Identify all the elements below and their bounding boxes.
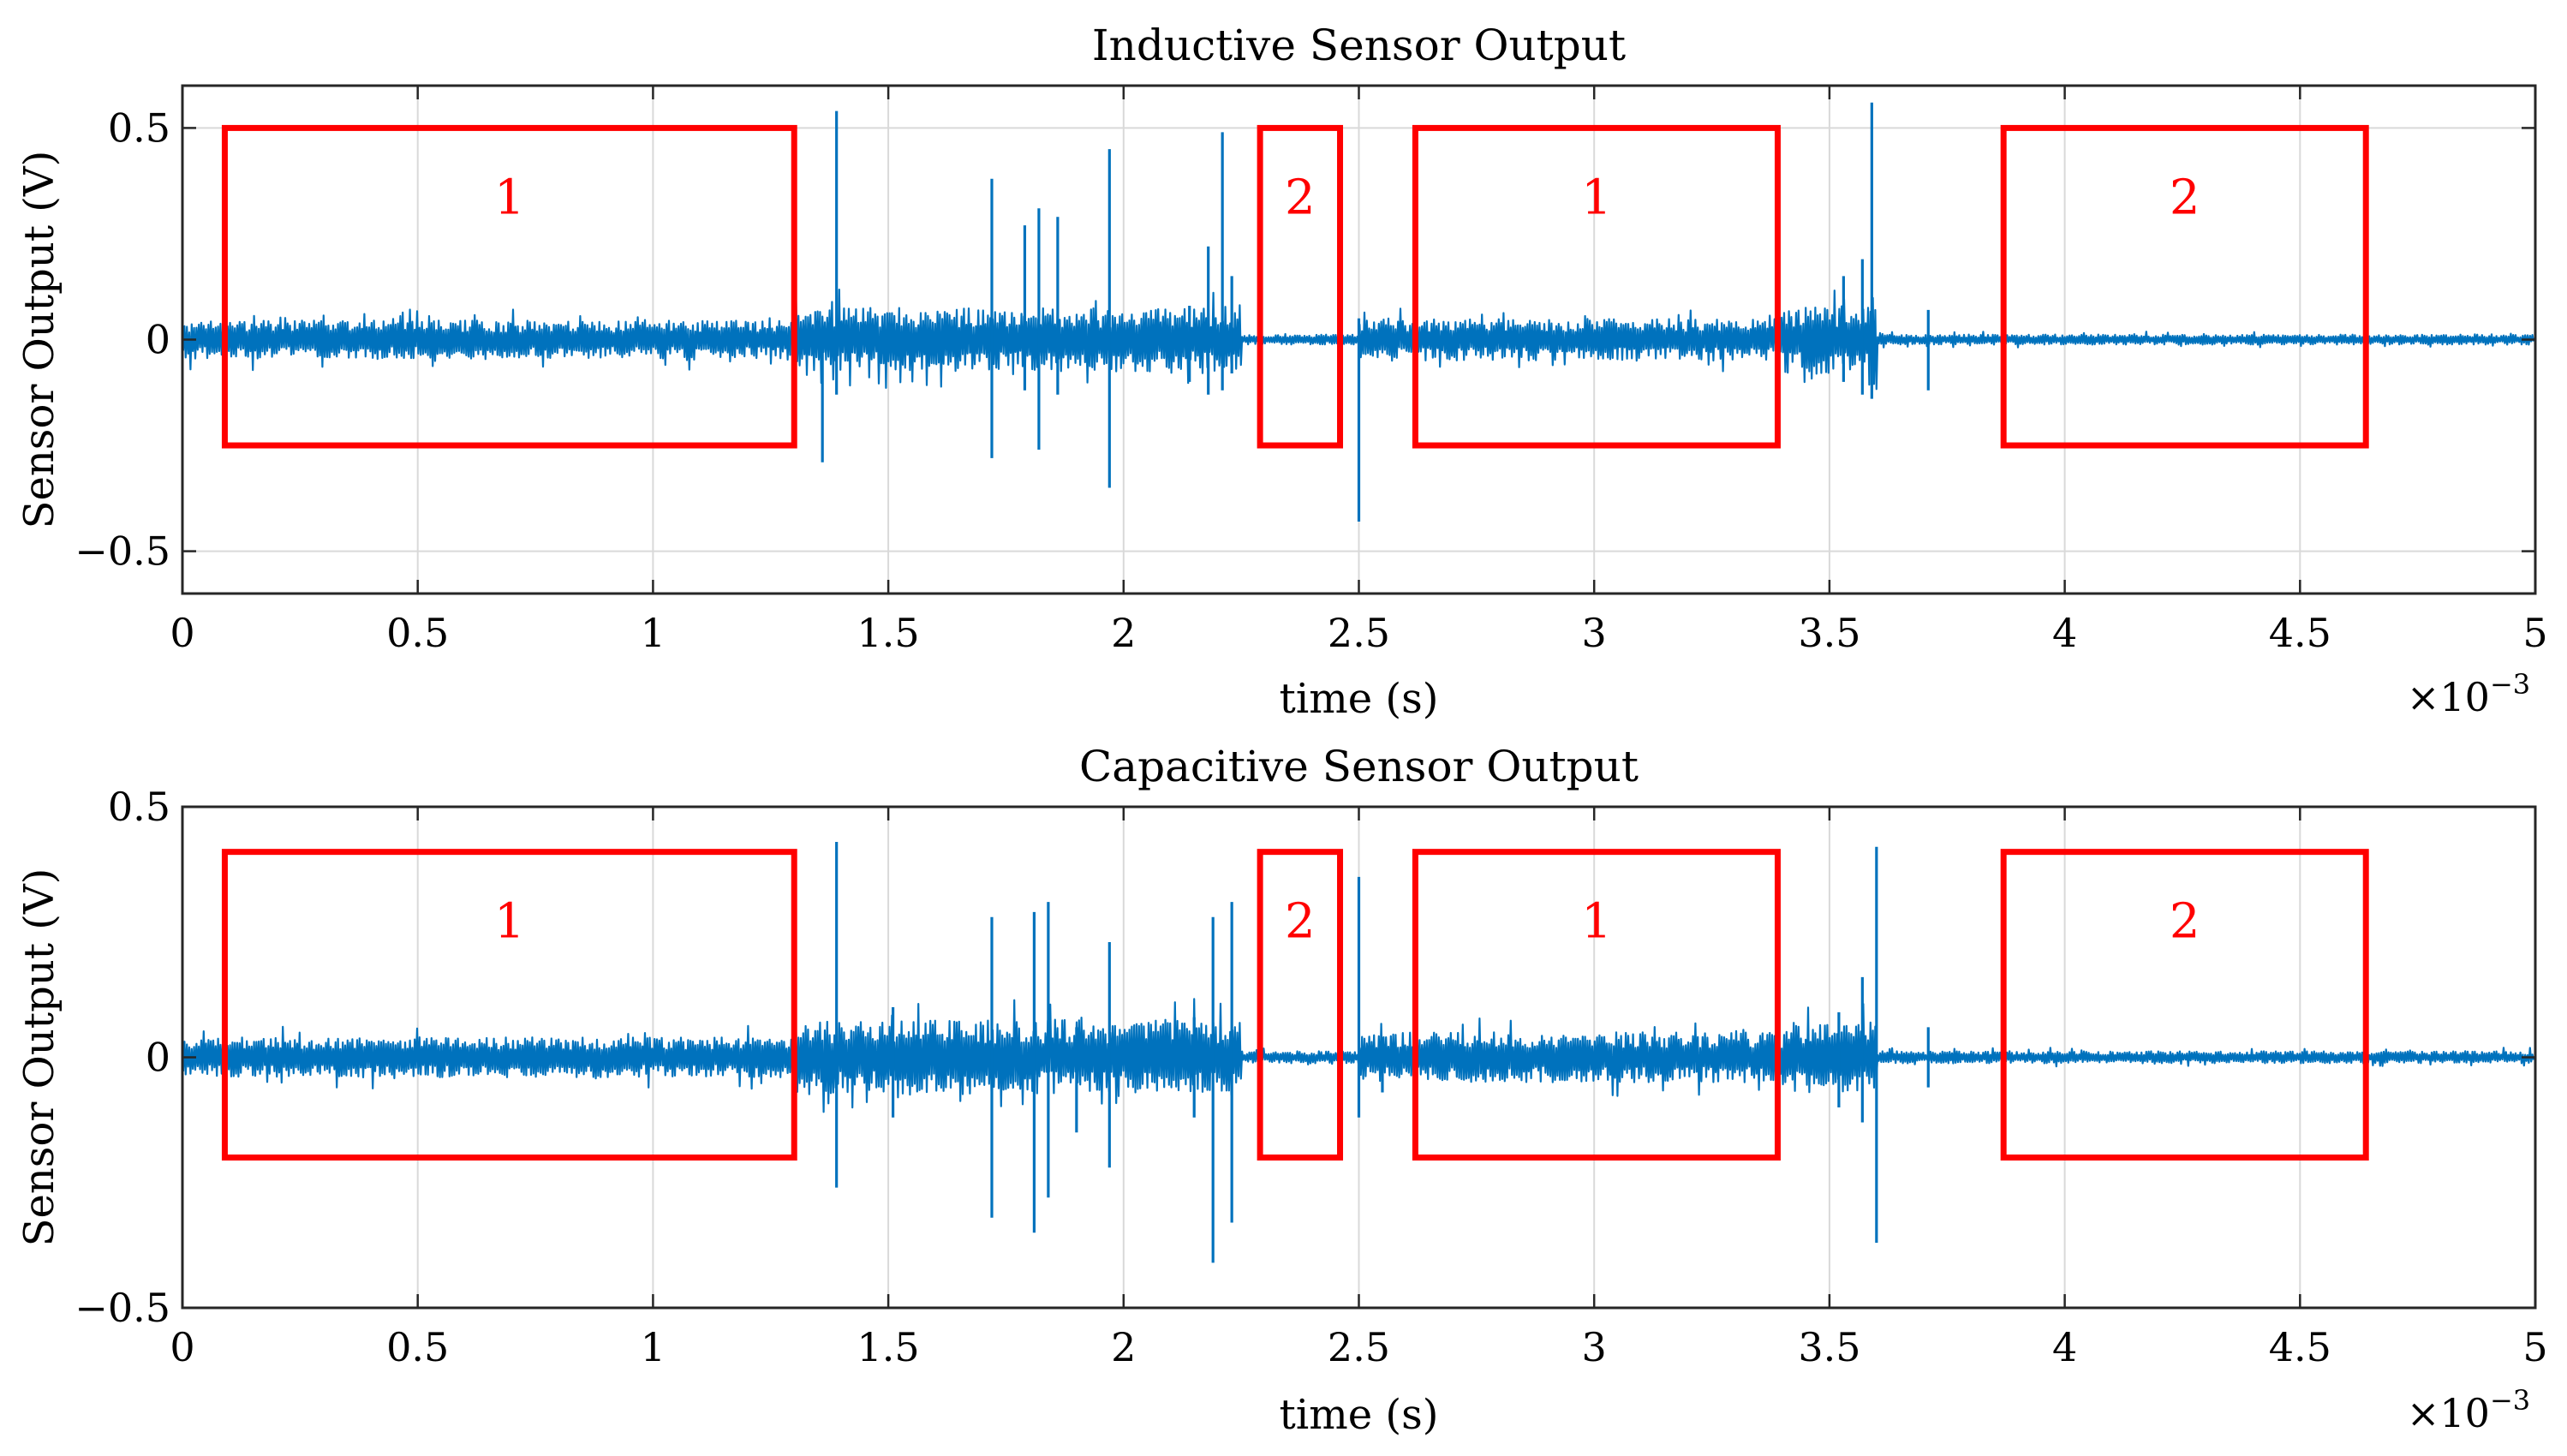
x-tick-label: 3.5	[1798, 610, 1860, 656]
x-tick-label: 2.5	[1328, 610, 1390, 656]
x-axis-label: time (s)	[1280, 675, 1439, 723]
region-label: 2	[2170, 894, 2200, 950]
x-tick-label: 3.5	[1798, 1324, 1860, 1370]
y-tick-label: 0.5	[108, 104, 170, 151]
region-box	[1257, 124, 1344, 449]
exponent-base: ×10	[2407, 1390, 2490, 1436]
exponent-power: −3	[2490, 668, 2530, 701]
x-tick-label: 3	[1582, 610, 1607, 656]
region-label: 2	[1285, 170, 1316, 225]
exponent-base: ×10	[2407, 674, 2490, 720]
region-label: 1	[494, 170, 525, 225]
region-box	[1257, 849, 1344, 1161]
region-box	[1412, 849, 1781, 1161]
x-tick-label: 1	[641, 610, 666, 656]
x-tick-label: 0.5	[386, 610, 449, 656]
y-tick-label: 0.5	[108, 784, 170, 830]
y-tick-label: −0.5	[75, 528, 170, 575]
x-tick-label: 0	[170, 610, 194, 656]
x-tick-label: 1	[641, 1324, 666, 1370]
x-tick-label: 2	[1111, 1324, 1136, 1370]
x-tick-label: 4	[2052, 1324, 2077, 1370]
x-tick-label: 3	[1582, 1324, 1607, 1370]
inductive-panel: 1 2 1 20 0.5 1 1.5 2 2.5 3 3.5 4 4.5 5−0.500.5Inducti…	[15, 21, 2548, 723]
x-tick-label: 5	[2522, 1324, 2547, 1370]
capacitive-panel: 1 2 1 20 0.5 1 1.5 2 2.5 3 3.5 4 4.5 5−0.500.5Capacit…	[15, 742, 2548, 1439]
y-axis-label: Sensor Output (V)	[15, 868, 63, 1247]
region-label: 2	[1285, 894, 1316, 950]
x-tick-label: 2.5	[1328, 1324, 1390, 1370]
x-tick-label: 0.5	[386, 1324, 449, 1370]
chart-title: Inductive Sensor Output	[1092, 21, 1626, 70]
x-tick-label: 1.5	[857, 610, 920, 656]
region-box	[2000, 849, 2369, 1161]
region-label: 2	[2170, 170, 2200, 225]
x-axis-exponent: ×10−3	[2407, 668, 2530, 720]
x-tick-label: 4	[2052, 610, 2077, 656]
region-label: 1	[494, 894, 525, 950]
region-label: 1	[1581, 894, 1612, 950]
region-box	[1412, 124, 1781, 449]
region-box	[2000, 124, 2369, 449]
x-tick-label: 5	[2522, 610, 2547, 656]
x-tick-label: 4.5	[2269, 610, 2331, 656]
region-box	[221, 849, 797, 1161]
x-axis-exponent: ×10−3	[2407, 1384, 2530, 1436]
y-tick-label: 0	[146, 317, 170, 363]
region-box	[221, 124, 797, 449]
region-label: 1	[1581, 170, 1612, 225]
x-axis-label: time (s)	[1280, 1391, 1439, 1439]
exponent-power: −3	[2490, 1384, 2530, 1417]
x-tick-label: 0	[170, 1324, 194, 1370]
y-axis-label: Sensor Output (V)	[15, 151, 63, 529]
x-tick-label: 4.5	[2269, 1324, 2331, 1370]
x-tick-label: 2	[1111, 610, 1136, 656]
y-tick-label: −0.5	[75, 1285, 170, 1331]
y-tick-label: 0	[146, 1035, 170, 1081]
x-tick-label: 1.5	[857, 1324, 920, 1370]
chart-title: Capacitive Sensor Output	[1079, 742, 1639, 791]
